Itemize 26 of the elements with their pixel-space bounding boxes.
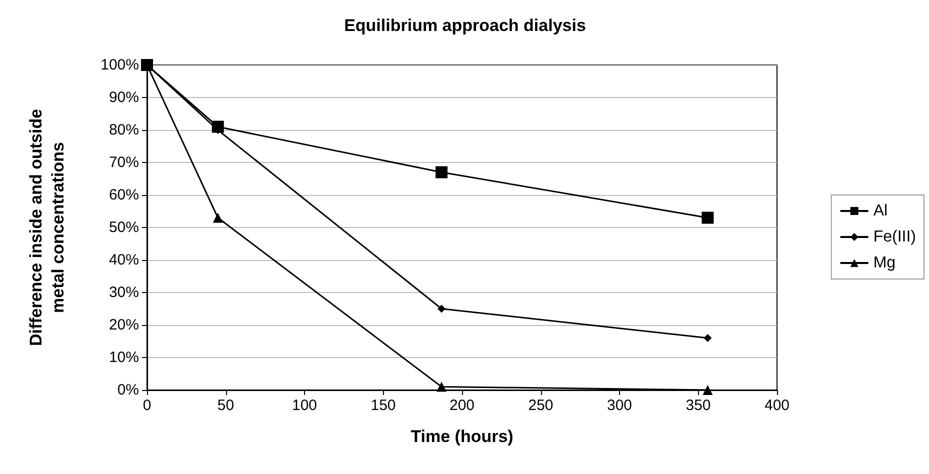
y-tick-label: 90%: [108, 89, 139, 106]
y-axis-title: Difference inside and outside metal concentrations: [26, 108, 68, 346]
x-tick-label: 300: [606, 397, 632, 414]
x-tick-label: 200: [449, 397, 475, 414]
x-axis-title: Time (hours): [410, 427, 514, 446]
x-tick-label: 50: [217, 397, 234, 414]
x-tick-label: 150: [370, 397, 396, 414]
y-tick-label: 20%: [108, 316, 139, 334]
y-tick-label: 70%: [108, 154, 139, 171]
legend-label: Fe(III): [873, 228, 916, 246]
y-tick-label: 80%: [108, 122, 139, 138]
y-tick-label: 0%: [117, 382, 139, 398]
y-tick-label: 40%: [108, 252, 139, 268]
y-tick-label: 50%: [108, 219, 139, 236]
y-tick-label: 100%: [100, 56, 139, 74]
x-tick-label: 400: [764, 397, 790, 414]
x-tick-label: 350: [686, 397, 711, 414]
x-tick-label: 0: [142, 397, 152, 414]
chart-title: Equilibrium approach dialysis: [344, 16, 586, 35]
legend-label: Al: [873, 202, 888, 220]
y-tick-label: 60%: [108, 186, 139, 204]
x-tick-label: 100: [292, 397, 318, 414]
y-tick-label: 10%: [108, 349, 139, 366]
x-tick-label: 250: [528, 397, 554, 414]
y-tick-label: 30%: [108, 284, 139, 301]
legend-label: Mg: [873, 254, 896, 272]
